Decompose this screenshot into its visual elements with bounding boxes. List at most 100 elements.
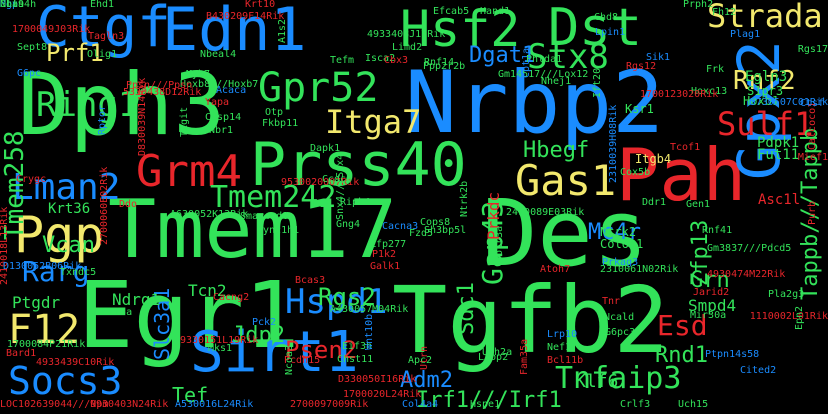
word-98: Casp14 <box>205 112 242 123</box>
word-14: Sirt1 <box>190 320 359 385</box>
word-160: Fam35a <box>519 338 530 375</box>
word-97: Nbr1 <box>209 125 234 136</box>
word-162: Apc2 <box>408 355 433 366</box>
word-45: Dgat1 <box>469 43 536 68</box>
word-194: Polr3a <box>494 225 505 262</box>
word-93: Myh7 <box>186 69 211 80</box>
word-131: Mks1 <box>208 343 233 354</box>
word-83: Nbeal4 <box>200 49 237 60</box>
word-173: Cox5b <box>620 167 651 178</box>
word-192: 5730507C01Rik <box>749 97 828 108</box>
word-121: Rnf41 <box>702 225 733 236</box>
word-196: Sh3bp5l <box>424 225 467 236</box>
word-147: Pla2g3 <box>768 289 805 300</box>
word-146: 1110002L01Rik <box>749 311 828 322</box>
word-120: Gm3837///Pdcd5 <box>707 243 792 254</box>
word-88: Rgs12 <box>626 61 657 72</box>
word-185: Cbx3 <box>384 55 409 66</box>
word-16: Grm4 <box>136 146 242 197</box>
word-30: Stx8 <box>527 37 609 77</box>
word-57: Krt36 <box>48 201 91 217</box>
word-182: Phlda1 <box>526 54 563 65</box>
word-52: Ptgdr <box>12 293 61 312</box>
word-82: Olig1 <box>87 49 118 60</box>
word-107: A630052K13Rik <box>170 209 249 220</box>
word-12: Dst <box>548 0 642 58</box>
word-20: Tmem242 <box>210 180 337 215</box>
word-111: D130052B06Rik <box>3 261 82 272</box>
word-85: Fh12 <box>712 7 737 18</box>
word-31: Rnf2 <box>733 66 796 96</box>
word-53: Tcn2 <box>188 281 227 300</box>
word-161: Ush2a <box>482 347 513 358</box>
word-157: Crlf3 <box>620 399 651 410</box>
word-163: Atoh7 <box>540 264 571 275</box>
word-168: Dync1h1 <box>257 225 300 236</box>
word-84: Prph2 <box>683 0 714 10</box>
word-180: Ift20 <box>592 67 603 98</box>
word-103: Crygc <box>16 174 47 185</box>
word-40: Adm2 <box>400 368 453 393</box>
word-169: Gng4 <box>336 219 361 230</box>
word-150: LOC102639044///Npm <box>0 399 109 410</box>
word-49: Sdc1 <box>454 282 479 335</box>
word-38: Psen2 <box>285 336 358 364</box>
word-149: Epn2 <box>794 305 805 330</box>
word-9: Prss40 <box>250 130 467 200</box>
word-61: Pdpk1 <box>757 135 800 151</box>
word-166: Cops8 <box>420 217 451 228</box>
word-179: 1700123020Rik <box>640 89 719 100</box>
word-17: Pgp <box>14 206 105 264</box>
word-76: Ehd1 <box>90 0 115 10</box>
word-63: S1pr3 <box>747 84 784 98</box>
word-174: Calcoco1 <box>807 101 818 150</box>
word-0: Dph3 <box>18 55 226 155</box>
word-37: Rgs2 <box>318 283 376 311</box>
word-77: B430209F14Rik <box>206 11 285 22</box>
word-74: Hand1 <box>480 6 511 17</box>
word-202: Mgp <box>0 0 19 10</box>
word-18: Gas1 <box>515 156 617 205</box>
word-54: Ndrg1 <box>112 290 161 309</box>
word-19: Strada <box>707 0 823 35</box>
word-193: 2310039H08Rik <box>608 104 619 183</box>
word-122: Ddr1 <box>642 197 667 208</box>
word-99: Fkbp11 <box>262 118 299 129</box>
word-142: Ltbp2 <box>478 352 509 363</box>
word-22: Itga7 <box>325 103 422 141</box>
word-199: Gen1 <box>686 199 711 210</box>
word-92: 5330438D12Rik <box>123 87 202 98</box>
word-145: Cited2 <box>740 365 777 376</box>
word-51: Klf6 <box>575 371 619 392</box>
word-69: Gm14517///Lox12 <box>498 69 589 80</box>
word-24: Hspd1 <box>285 282 388 322</box>
word-79: 1700049J03Rik <box>12 24 91 35</box>
word-96: Yapa <box>205 97 230 108</box>
word-143: Mir30a <box>690 310 727 321</box>
word-89: Frk <box>706 64 725 75</box>
word-110: 2410018L13Rik <box>0 206 10 285</box>
word-117: Prkag3 <box>602 257 639 268</box>
word-26: F12 <box>8 307 81 353</box>
word-165: Purb <box>807 200 818 225</box>
word-2: Tmem17 <box>108 183 397 276</box>
word-23: Sulf1 <box>717 105 814 143</box>
word-47: Grn <box>690 268 730 293</box>
word-141: Tnr <box>602 296 621 307</box>
word-154: 1700020L24Rik <box>343 389 422 400</box>
word-108: Ripk4 <box>340 197 371 208</box>
word-55: Smpd4 <box>688 296 737 315</box>
word-13: Gpr52 <box>258 65 379 111</box>
word-200: Otp <box>265 107 284 118</box>
word-86: Chd8 <box>594 12 619 23</box>
word-62: Fut11 <box>757 147 800 163</box>
word-119: 4930474M22Rik <box>707 269 786 280</box>
word-139: G6pc3 <box>605 327 636 338</box>
word-178: Hoxc13 <box>691 86 728 97</box>
word-140: Ncald <box>604 312 635 323</box>
word-41: Hbegf <box>523 138 590 163</box>
word-116: Galk1 <box>370 261 401 272</box>
word-135: Wnt10b <box>364 313 375 350</box>
word-112: Txndc5 <box>60 267 97 278</box>
